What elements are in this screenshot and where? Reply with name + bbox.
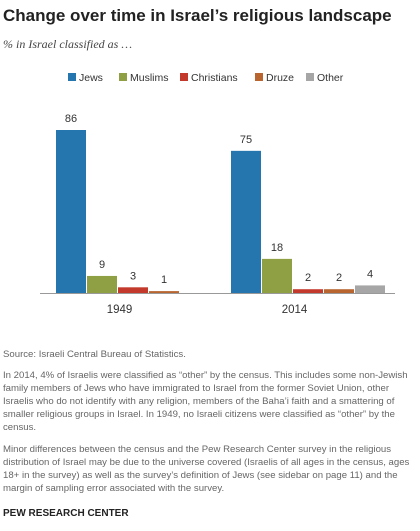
bar-2014-muslims bbox=[262, 258, 292, 293]
note-other-classification: In 2014, 4% of Israelis were classified … bbox=[3, 370, 408, 434]
legend-swatch-druze bbox=[255, 73, 263, 81]
footer-brand: PEW RESEARCH CENTER bbox=[3, 508, 129, 519]
x-tick-2014: 2014 bbox=[282, 304, 308, 316]
bar-chart: Jews Muslims Christians Druze Other 86 9 3 1 75 1… bbox=[40, 72, 395, 316]
data-label-2014-muslims: 18 bbox=[271, 242, 283, 254]
bar-1949-christians bbox=[118, 287, 148, 293]
note-methodology: Minor differences between the census and… bbox=[3, 444, 410, 495]
legend-label-other: Other bbox=[317, 72, 344, 84]
bar-2014-druze bbox=[324, 289, 354, 293]
data-label-2014-jews: 75 bbox=[240, 134, 252, 146]
data-label-2014-other: 4 bbox=[367, 268, 373, 280]
bar-1949-jews bbox=[56, 130, 86, 293]
data-label-1949-jews: 86 bbox=[65, 113, 77, 125]
x-tick-1949: 1949 bbox=[107, 304, 133, 316]
legend: Jews Muslims Christians Druze Other bbox=[68, 72, 344, 84]
data-label-1949-druze: 1 bbox=[161, 274, 167, 286]
x-axis-ticks: 1949 2014 bbox=[107, 304, 308, 316]
chart-subtitle: % in Israel classified as … bbox=[3, 37, 132, 51]
data-label-2014-druze: 2 bbox=[336, 272, 342, 284]
legend-label-druze: Druze bbox=[266, 72, 294, 84]
data-label-1949-christians: 3 bbox=[130, 270, 136, 282]
data-label-1949-muslims: 9 bbox=[99, 259, 105, 271]
legend-swatch-christians bbox=[180, 73, 188, 81]
legend-label-jews: Jews bbox=[79, 72, 103, 84]
bar-2014-jews bbox=[231, 150, 261, 293]
data-label-2014-christians: 2 bbox=[305, 272, 311, 284]
bar-2014-christians bbox=[293, 289, 323, 293]
bar-2014-other bbox=[355, 285, 385, 293]
legend-swatch-muslims bbox=[119, 73, 127, 81]
chart-title: Change over time in Israel’s religious l… bbox=[3, 6, 392, 25]
legend-label-christians: Christians bbox=[191, 72, 238, 84]
legend-swatch-other bbox=[306, 73, 314, 81]
source-note: Source: Israeli Central Bureau of Statis… bbox=[3, 349, 186, 360]
bar-1949-muslims bbox=[87, 275, 117, 293]
bar-1949-druze bbox=[149, 291, 179, 293]
legend-swatch-jews bbox=[68, 73, 76, 81]
bars: 86 9 3 1 75 18 2 2 4 bbox=[56, 113, 385, 293]
legend-label-muslims: Muslims bbox=[130, 72, 169, 84]
